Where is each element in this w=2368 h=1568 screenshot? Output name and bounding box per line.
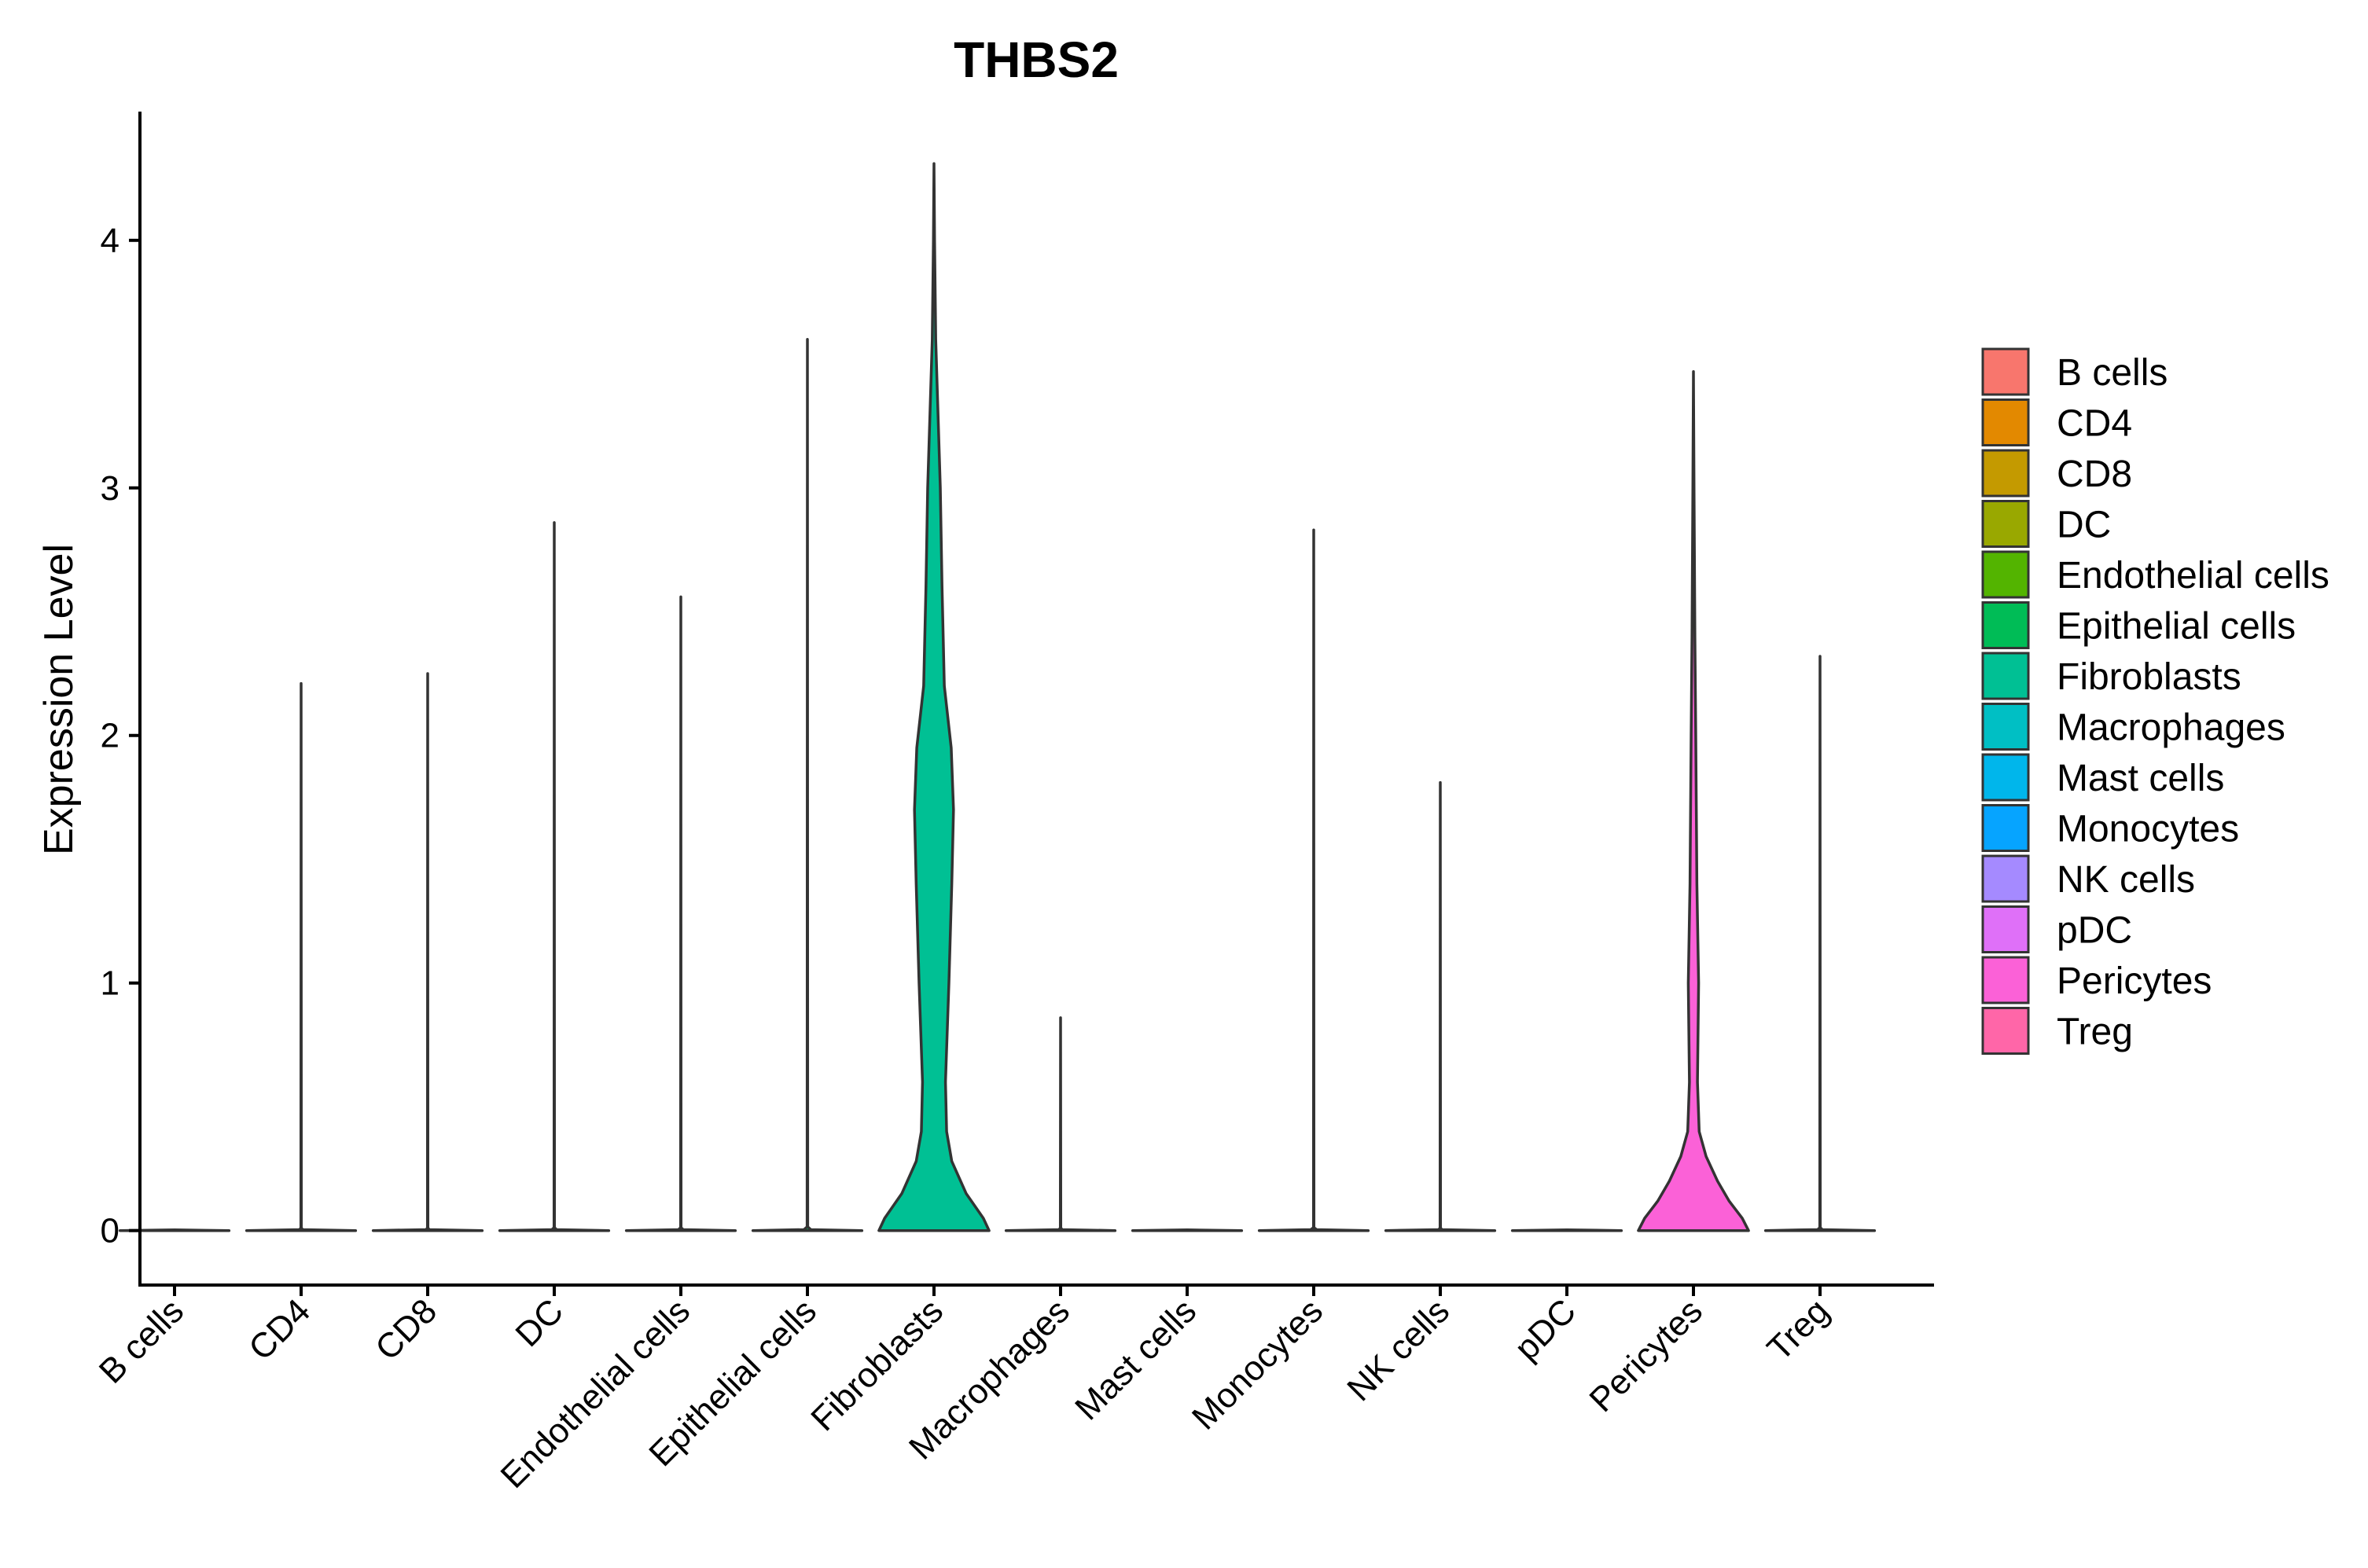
violin-mast-cells	[1131, 1228, 1244, 1232]
y-tick-label: 2	[101, 717, 120, 755]
legend-swatch-monocytes	[1981, 804, 2030, 852]
legend-label-cd4: CD4	[2057, 403, 2132, 445]
y-tick-label: 3	[101, 469, 120, 508]
legend-swatch-macrophages	[1981, 703, 2030, 751]
legend-label-treg: Treg	[2057, 1012, 2133, 1053]
legend-label-nk-cells: NK cells	[2057, 859, 2195, 901]
axes-layer	[138, 112, 1934, 1287]
legend-label-fibroblasts: Fibroblasts	[2057, 656, 2241, 698]
violin-pdc	[1510, 1228, 1623, 1232]
y-tick-label: 1	[101, 964, 120, 1003]
violin-cd4	[245, 681, 358, 1232]
legend-swatch-pericytes	[1981, 956, 2030, 1004]
violin-endothelial-cells	[624, 595, 737, 1232]
x-tick-label-pdc: pDC	[1507, 1291, 1583, 1368]
legend-swatch-treg	[1981, 1007, 2030, 1055]
legend-label-macrophages: Macrophages	[2057, 707, 2285, 749]
legend-label-mast-cells: Mast cells	[2057, 758, 2224, 799]
legend-label-epithelial-cells: Epithelial cells	[2057, 606, 2296, 648]
legend-swatch-cd8	[1981, 449, 2030, 498]
legend-swatch-fibroblasts	[1981, 652, 2030, 700]
violin-nk-cells	[1384, 780, 1497, 1232]
violin-treg	[1763, 655, 1877, 1232]
x-tick-label-pericytes: Pericytes	[1582, 1291, 1710, 1419]
violins-layer	[118, 162, 1877, 1232]
legend-label-cd8: CD8	[2057, 454, 2132, 495]
violin-epithelial-cells	[751, 338, 864, 1232]
legend-swatch-pdc	[1981, 905, 2030, 953]
x-tick-label-cd4: CD4	[241, 1291, 318, 1368]
violin-monocytes	[1257, 528, 1370, 1232]
legend-label-monocytes: Monocytes	[2057, 809, 2239, 850]
x-tick-label-mast-cells: Mast cells	[1068, 1291, 1204, 1427]
legend-swatch-dc	[1981, 500, 2030, 548]
violin-fibroblasts	[877, 162, 991, 1232]
legend-label-pericytes: Pericytes	[2057, 960, 2212, 1002]
legend-label-endothelial-cells: Endothelial cells	[2057, 555, 2329, 597]
legend-label-pdc: pDC	[2057, 910, 2132, 952]
y-ticks-layer: 0 1 2 3 4	[101, 222, 140, 1250]
chart-title: THBS2	[954, 31, 1119, 88]
legend-swatch-endothelial-cells	[1981, 550, 2030, 599]
x-tick-label-b-cells: B cells	[92, 1291, 191, 1390]
violin-dc	[498, 521, 611, 1232]
y-tick-label: 4	[101, 222, 120, 260]
legend-label-dc: DC	[2057, 505, 2111, 546]
legend: B cells CD4 CD8 DC Endothelial cells Epitheli…	[1981, 347, 2329, 1055]
violin-pericytes	[1637, 369, 1750, 1232]
x-tick-label-cd8: CD8	[368, 1291, 444, 1368]
legend-swatch-mast-cells	[1981, 753, 2030, 802]
x-tick-label-monocytes: Monocytes	[1185, 1291, 1330, 1437]
violin-macrophages	[1004, 1016, 1117, 1232]
y-axis-title: Expression Level	[36, 544, 82, 855]
violin-cd8	[371, 672, 484, 1232]
legend-swatch-cd4	[1981, 398, 2030, 446]
violin-b-cells	[118, 1228, 231, 1232]
legend-swatch-b-cells	[1981, 347, 2030, 396]
legend-swatch-nk-cells	[1981, 854, 2030, 903]
legend-label-b-cells: B cells	[2057, 352, 2168, 394]
x-tick-label-nk-cells: NK cells	[1340, 1291, 1457, 1408]
x-tick-label-dc: DC	[508, 1291, 571, 1354]
y-tick-label: 0	[101, 1212, 120, 1250]
x-tick-label-treg: Treg	[1760, 1291, 1837, 1368]
legend-swatch-epithelial-cells	[1981, 601, 2030, 649]
